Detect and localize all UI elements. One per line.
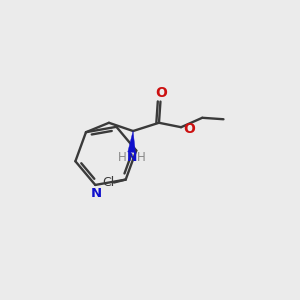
Text: H: H — [118, 151, 127, 164]
Text: O: O — [183, 122, 195, 136]
Text: O: O — [155, 86, 167, 100]
Text: N: N — [91, 187, 102, 200]
Text: N: N — [127, 151, 137, 164]
Text: H: H — [137, 151, 146, 164]
Text: Cl: Cl — [102, 176, 114, 189]
Polygon shape — [128, 131, 135, 152]
